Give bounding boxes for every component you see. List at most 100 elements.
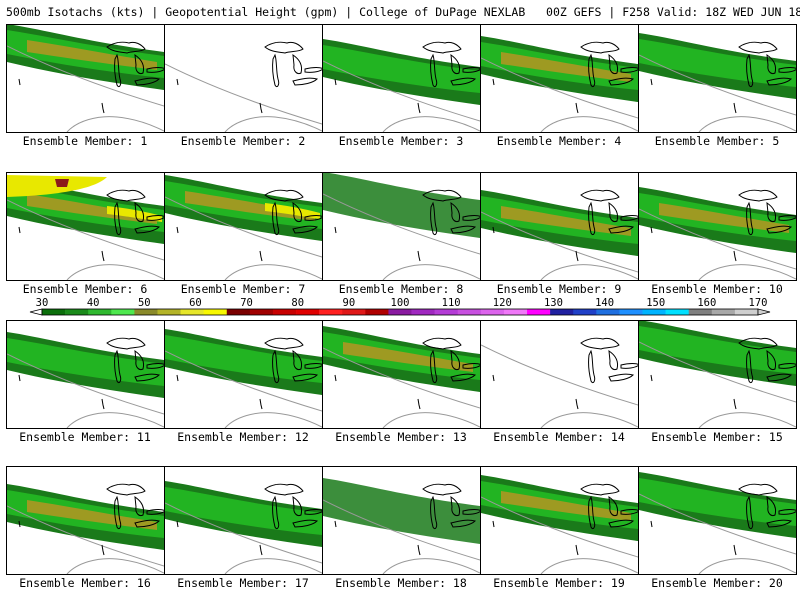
height-contour-line bbox=[639, 208, 796, 270]
lake-coastline bbox=[746, 53, 754, 88]
ensemble-map-panel bbox=[480, 24, 639, 133]
coastline-fragment bbox=[575, 398, 579, 410]
lake-coastline bbox=[746, 201, 754, 236]
coastline-fragment bbox=[575, 102, 579, 114]
lake-coastline bbox=[430, 53, 438, 88]
lake-coastline bbox=[292, 349, 302, 370]
coastline-fragment bbox=[650, 226, 653, 234]
lake-coastline bbox=[264, 189, 304, 202]
colorbar-swatch bbox=[180, 309, 204, 315]
colorbar-tick-label: 50 bbox=[138, 297, 151, 309]
height-contour-line bbox=[481, 496, 638, 558]
wind-speed-area bbox=[185, 191, 315, 221]
ensemble-map-panel bbox=[6, 172, 165, 281]
ensemble-map-panel bbox=[638, 24, 797, 133]
lake-coastline bbox=[462, 509, 480, 515]
lake-coastline bbox=[620, 67, 638, 73]
lake-coastline bbox=[462, 215, 480, 221]
coastline-fragment bbox=[575, 544, 579, 556]
lake-coastline bbox=[608, 225, 634, 234]
colorbar-swatch bbox=[434, 309, 459, 315]
wind-speed-area bbox=[7, 338, 164, 386]
lake-coastline bbox=[304, 509, 322, 515]
height-contour-line bbox=[165, 502, 322, 564]
lake-coastline bbox=[146, 363, 164, 369]
coastline-fragment bbox=[417, 250, 421, 262]
lake-coastline bbox=[114, 53, 122, 88]
ensemble-map-panel bbox=[480, 172, 639, 281]
lake-coastline bbox=[134, 77, 160, 86]
ensemble-member-label: Ensemble Member: 10 bbox=[651, 282, 783, 296]
height-contour-line bbox=[323, 60, 480, 122]
ensemble-member-label: Ensemble Member: 12 bbox=[177, 430, 309, 444]
ensemble-map-panel bbox=[164, 466, 323, 575]
height-contour-line bbox=[165, 196, 322, 258]
colorbar-swatch bbox=[319, 309, 343, 315]
ensemble-map bbox=[7, 175, 164, 280]
lake-coastline bbox=[588, 53, 596, 88]
height-contour-line bbox=[698, 412, 796, 428]
coastline-fragment bbox=[733, 250, 737, 262]
height-contour-line bbox=[540, 412, 638, 428]
height-contour-line bbox=[540, 116, 638, 132]
ensemble-member-label: Ensemble Member: 2 bbox=[180, 134, 306, 148]
lake-coastline bbox=[738, 41, 778, 54]
colorbar-tick-label: 130 bbox=[544, 297, 563, 309]
coastline-fragment bbox=[101, 544, 105, 556]
coastline-fragment bbox=[650, 374, 653, 382]
lake-coastline bbox=[134, 519, 160, 528]
ensemble-member-label: Ensemble Member: 5 bbox=[654, 134, 780, 148]
lake-coastline bbox=[746, 349, 754, 384]
wind-speed-area bbox=[501, 491, 631, 521]
ensemble-map-panel bbox=[322, 466, 481, 575]
colorbar-tick-label: 80 bbox=[291, 297, 304, 309]
ensemble-member-label: Ensemble Member: 1 bbox=[22, 134, 148, 148]
height-contour-line bbox=[639, 54, 796, 116]
wind-speed-area bbox=[639, 478, 796, 526]
colorbar-swatch bbox=[411, 309, 435, 315]
wind-speed-area bbox=[165, 335, 322, 383]
lake-coastline bbox=[778, 215, 796, 221]
wind-speed-area bbox=[27, 500, 157, 530]
ensemble-map-panel bbox=[6, 466, 165, 575]
lake-coastline bbox=[106, 483, 146, 496]
ensemble-member-label: Ensemble Member: 19 bbox=[493, 576, 625, 590]
wind-speed-area bbox=[323, 478, 480, 544]
lake-coastline bbox=[766, 349, 776, 370]
lake-coastline bbox=[134, 201, 144, 222]
lake-coastline bbox=[608, 77, 634, 86]
ensemble-member-label: Ensemble Member: 11 bbox=[19, 430, 151, 444]
height-contour-line bbox=[639, 493, 796, 555]
colorbar-tick-label: 120 bbox=[493, 297, 512, 309]
colorbar-swatch bbox=[342, 309, 366, 315]
lake-coastline bbox=[450, 77, 476, 86]
wind-speed-area bbox=[639, 326, 796, 374]
wind-speed-area bbox=[55, 179, 69, 187]
lake-coastline bbox=[746, 495, 754, 530]
lake-coastline bbox=[264, 337, 304, 350]
ensemble-map bbox=[481, 36, 638, 132]
ensemble-map bbox=[639, 472, 796, 574]
coastline-fragment bbox=[101, 102, 105, 114]
wind-speed-area bbox=[27, 194, 157, 224]
wind-speed-area bbox=[323, 45, 480, 93]
lake-coastline bbox=[134, 349, 144, 370]
coastline-fragment bbox=[417, 398, 421, 410]
lake-coastline bbox=[422, 337, 462, 350]
colorbar-swatch bbox=[226, 309, 251, 315]
colorbar-tick-label: 100 bbox=[391, 297, 410, 309]
lake-coastline bbox=[766, 77, 792, 86]
coastline-fragment bbox=[18, 78, 21, 86]
color-scale-legend: 30 40 50 60 70 80 90 100 110 120 130 140 150 160 170 bbox=[0, 296, 800, 320]
height-contour-line bbox=[481, 57, 638, 119]
coastline-fragment bbox=[18, 520, 21, 528]
ensemble-map bbox=[481, 337, 638, 428]
colorbar-swatch bbox=[388, 309, 412, 315]
lake-coastline bbox=[292, 373, 318, 382]
coastline-fragment bbox=[492, 374, 495, 382]
lake-coastline bbox=[450, 225, 476, 234]
height-contour-line bbox=[481, 344, 638, 406]
lake-coastline bbox=[580, 189, 620, 202]
lake-coastline bbox=[272, 349, 280, 384]
colorbar-tick-label: 60 bbox=[189, 297, 202, 309]
